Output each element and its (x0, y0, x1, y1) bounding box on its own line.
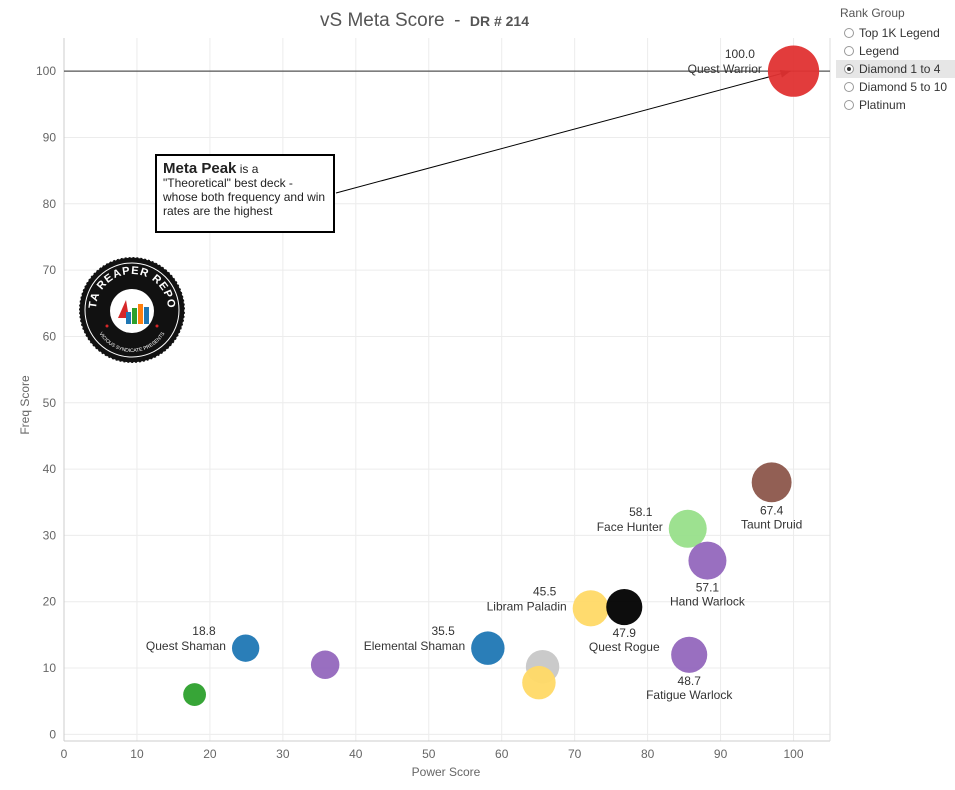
x-tick-label: 60 (495, 747, 509, 761)
x-tick-label: 30 (276, 747, 290, 761)
point-score-label: 57.1 (696, 581, 720, 595)
y-tick-label: 100 (36, 64, 56, 78)
point-name-label: Taunt Druid (741, 517, 802, 531)
x-tick-label: 50 (422, 747, 436, 761)
rank-option-label: Diamond 1 to 4 (859, 62, 941, 76)
logo-bar-blue (126, 312, 131, 324)
rank-option-label: Legend (859, 44, 900, 58)
rank-group-title: Rank Group (840, 6, 905, 20)
axes (63, 38, 831, 742)
x-tick-label: 70 (568, 747, 582, 761)
rank-option-legend[interactable]: Legend (836, 42, 955, 60)
logo-bar-orange (138, 304, 143, 324)
data-point (668, 509, 707, 548)
point-score-label: 100.0 (725, 47, 755, 61)
y-tick-label: 60 (43, 329, 57, 343)
point-score-label: 18.8 (192, 624, 216, 638)
y-tick-label: 80 (43, 197, 57, 211)
tick-labels: 0 10 20 30 40 50 60 70 80 90 100 0 10 20 30 40 50 60 70 80 9… (36, 64, 804, 761)
logo-bar-green (132, 308, 137, 324)
logo-bar-blue-2 (144, 307, 149, 324)
radio-icon (844, 82, 854, 92)
y-tick-label: 10 (43, 661, 57, 675)
data-reaper-report-logo: DATA REAPER REPORT VICIOUS SYNDICATE PRE… (78, 256, 186, 364)
annotation-arrow (335, 70, 791, 194)
x-tick-label: 100 (784, 747, 804, 761)
x-axis-label: Power Score (412, 765, 481, 779)
rank-option-top-1k-legend[interactable]: Top 1K Legend (836, 24, 955, 42)
chart-title-main: vS Meta Score (320, 10, 445, 31)
data-point (688, 541, 727, 580)
y-tick-label: 30 (43, 528, 57, 542)
point-score-label: 48.7 (678, 674, 702, 688)
chart-subtitle: DR # 214 (470, 13, 529, 29)
data-points (183, 45, 820, 706)
logo-dot-left (105, 324, 109, 328)
data-point (751, 462, 792, 503)
data-point (471, 631, 505, 665)
point-score-label: 47.9 (613, 626, 637, 640)
rank-option-platinum[interactable]: Platinum (836, 96, 955, 114)
point-name-label: Quest Shaman (146, 639, 226, 653)
chart-title-separator: - (454, 10, 460, 31)
radio-icon (844, 46, 854, 56)
data-point (606, 588, 643, 626)
point-name-label: Hand Warlock (670, 595, 746, 609)
meta-peak-annotation: Meta Peak is a "Theoretical" best deck -… (155, 154, 335, 233)
x-tick-label: 40 (349, 747, 363, 761)
rank-option-diamond-5-to-10[interactable]: Diamond 5 to 10 (836, 78, 955, 96)
annotation-bold-text: Meta Peak (163, 160, 237, 177)
x-tick-label: 90 (714, 747, 728, 761)
rank-group-filter: Rank Group Top 1K Legend Legend Diamond … (836, 4, 955, 114)
point-score-label: 58.1 (629, 505, 653, 519)
radio-icon (844, 28, 854, 38)
y-tick-label: 0 (49, 727, 56, 741)
point-name-label: Quest Rogue (589, 640, 660, 654)
rank-option-label: Top 1K Legend (859, 26, 940, 40)
x-tick-label: 80 (641, 747, 655, 761)
y-tick-label: 20 (43, 595, 57, 609)
data-point (183, 683, 206, 706)
point-name-label: Elemental Shaman (364, 639, 465, 653)
y-tick-label: 50 (43, 396, 57, 410)
data-point (231, 634, 260, 662)
radio-icon (844, 64, 854, 74)
rank-option-diamond-1-to-4[interactable]: Diamond 1 to 4 (836, 60, 955, 78)
data-point (522, 665, 556, 700)
y-tick-label: 90 (43, 130, 57, 144)
point-score-label: 35.5 (431, 624, 455, 638)
point-score-label: 67.4 (760, 503, 784, 517)
y-tick-label: 40 (43, 462, 57, 476)
x-tick-label: 20 (203, 747, 217, 761)
y-axis-label: Freq Score (18, 375, 32, 435)
data-point (671, 636, 708, 673)
x-tick-label: 0 (61, 747, 68, 761)
rank-option-label: Diamond 5 to 10 (859, 80, 948, 94)
x-tick-label: 10 (130, 747, 144, 761)
point-name-label: Libram Paladin (487, 599, 567, 613)
chart-title: vS Meta Score - DR # 214 (320, 10, 529, 31)
point-name-label: Quest Warrior (688, 62, 762, 76)
point-name-label: Fatigue Warlock (646, 688, 733, 702)
rank-option-label: Platinum (859, 98, 906, 112)
data-point (767, 45, 820, 97)
data-point (572, 590, 609, 627)
logo-dot-right (155, 324, 159, 328)
y-tick-label: 70 (43, 263, 57, 277)
point-name-label: Face Hunter (597, 520, 663, 534)
point-score-label: 45.5 (533, 584, 557, 598)
data-point (310, 650, 340, 679)
annotation-text: is a "Theoretical" best deck - whose bot… (163, 162, 326, 218)
radio-icon (844, 100, 854, 110)
